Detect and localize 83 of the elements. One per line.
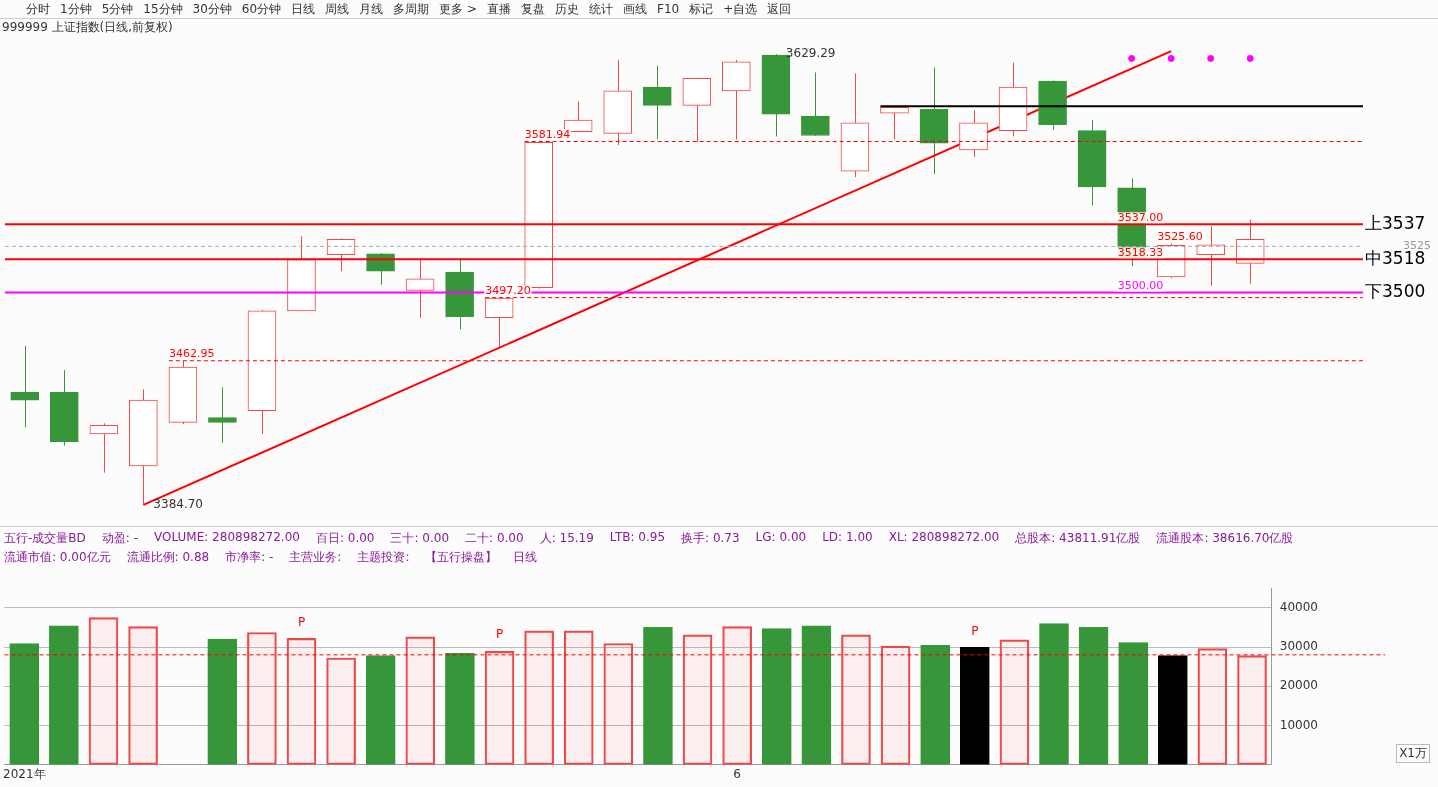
text: 流通比例: 0.88: [126, 549, 210, 566]
candlestick: [208, 386, 237, 444]
bar: [128, 626, 158, 765]
data-label: P: [297, 614, 306, 629]
text: XL: 280898272.00: [888, 530, 1000, 546]
text: 流通股本: 38616.70亿股: [1156, 530, 1294, 547]
y-tick-label: 20000: [1279, 678, 1319, 693]
bar: [1197, 648, 1228, 765]
text: LG: 0.00: [755, 530, 807, 546]
annotation: 3537.00: [1117, 210, 1164, 224]
text: 1分钟: [60, 0, 92, 18]
bar: [524, 630, 554, 765]
text: 60分钟: [241, 0, 282, 18]
annotation: 3518.33: [1117, 245, 1164, 259]
text: 月线: [359, 0, 384, 18]
ref-line-label: 下3500: [1365, 280, 1426, 301]
bar: [286, 638, 317, 765]
text: 标记: [689, 0, 714, 18]
text: 分时: [26, 0, 50, 18]
text: 统计: [589, 0, 613, 18]
chart-title: 999999 上证指数(日线,前复权): [1, 19, 174, 36]
text: 日线: [291, 0, 316, 18]
text: 主营业务:: [289, 549, 342, 566]
bar: [563, 630, 594, 765]
text: 15分钟: [143, 0, 183, 18]
x-tick-label: 6: [733, 766, 741, 781]
data-label: P: [971, 623, 979, 638]
data-label: P: [495, 627, 504, 642]
annotation: 3500.00: [1117, 278, 1164, 292]
text: 百日: 0.00: [315, 530, 375, 547]
y-tick-label: 10000: [1279, 717, 1319, 732]
text: 日线: [513, 549, 538, 566]
text: 3525.60: [1157, 229, 1203, 243]
text: 30分钟: [192, 0, 232, 18]
text: 市净率: -: [225, 549, 274, 566]
ref-line-label: 上3537: [1365, 212, 1426, 233]
bar: [88, 617, 119, 765]
y-tick-label: 30000: [1279, 639, 1319, 654]
bar: [722, 626, 752, 765]
ref-line-label: 3581.94: [524, 127, 571, 141]
text: 返回: [767, 0, 792, 18]
bar: [247, 632, 277, 765]
bar: [405, 636, 436, 765]
text: 周线: [325, 0, 350, 18]
y-axis-title: X1万: [1396, 744, 1430, 763]
text: 画线: [623, 0, 647, 18]
text: LD: 1.00: [822, 530, 873, 546]
text: 多周期: [393, 0, 430, 18]
text: 流通市值: 0.00亿元: [4, 549, 111, 566]
text: 复盘: [521, 0, 545, 18]
candlestick: [10, 345, 40, 428]
annotation: 3384.70: [153, 497, 203, 512]
text: 三十: 0.00: [390, 530, 450, 547]
text: 动盈: -: [101, 530, 138, 547]
text: 五行-成交量BD: [4, 530, 86, 547]
y-tick-label: 40000: [1279, 599, 1319, 614]
candlestick: [89, 422, 119, 474]
text: 5分钟: [101, 0, 134, 18]
text: 换手: 0.73: [681, 530, 740, 547]
text: 【五行操盘】: [425, 549, 498, 566]
text: +自选: [723, 0, 758, 18]
bar: [326, 657, 356, 765]
ref-line-label: 3497.20: [485, 283, 531, 297]
bar: [880, 645, 911, 765]
bar: [1237, 655, 1267, 765]
text: 更多 >: [439, 0, 477, 18]
text: 总股本: 43811.91亿股: [1015, 530, 1141, 547]
text: VOLUME: 280898272.00: [154, 530, 300, 546]
x-tick-label: 2021年: [3, 766, 46, 781]
text: 二十: 0.00: [465, 530, 524, 547]
bar: [484, 650, 515, 765]
text: F10: [657, 2, 680, 16]
text: 人: 15.19: [539, 530, 594, 547]
text: 主题投资:: [357, 549, 410, 566]
text: LTB: 0.95: [609, 530, 666, 546]
text: 历史: [555, 0, 579, 18]
text: 直播: [487, 0, 511, 18]
bar: [682, 634, 713, 765]
bar: [841, 634, 871, 765]
bar: [999, 639, 1030, 765]
bar: [603, 643, 634, 765]
annotation: 3629.29: [785, 46, 836, 61]
ref-line-label: 3462.95: [168, 347, 215, 361]
